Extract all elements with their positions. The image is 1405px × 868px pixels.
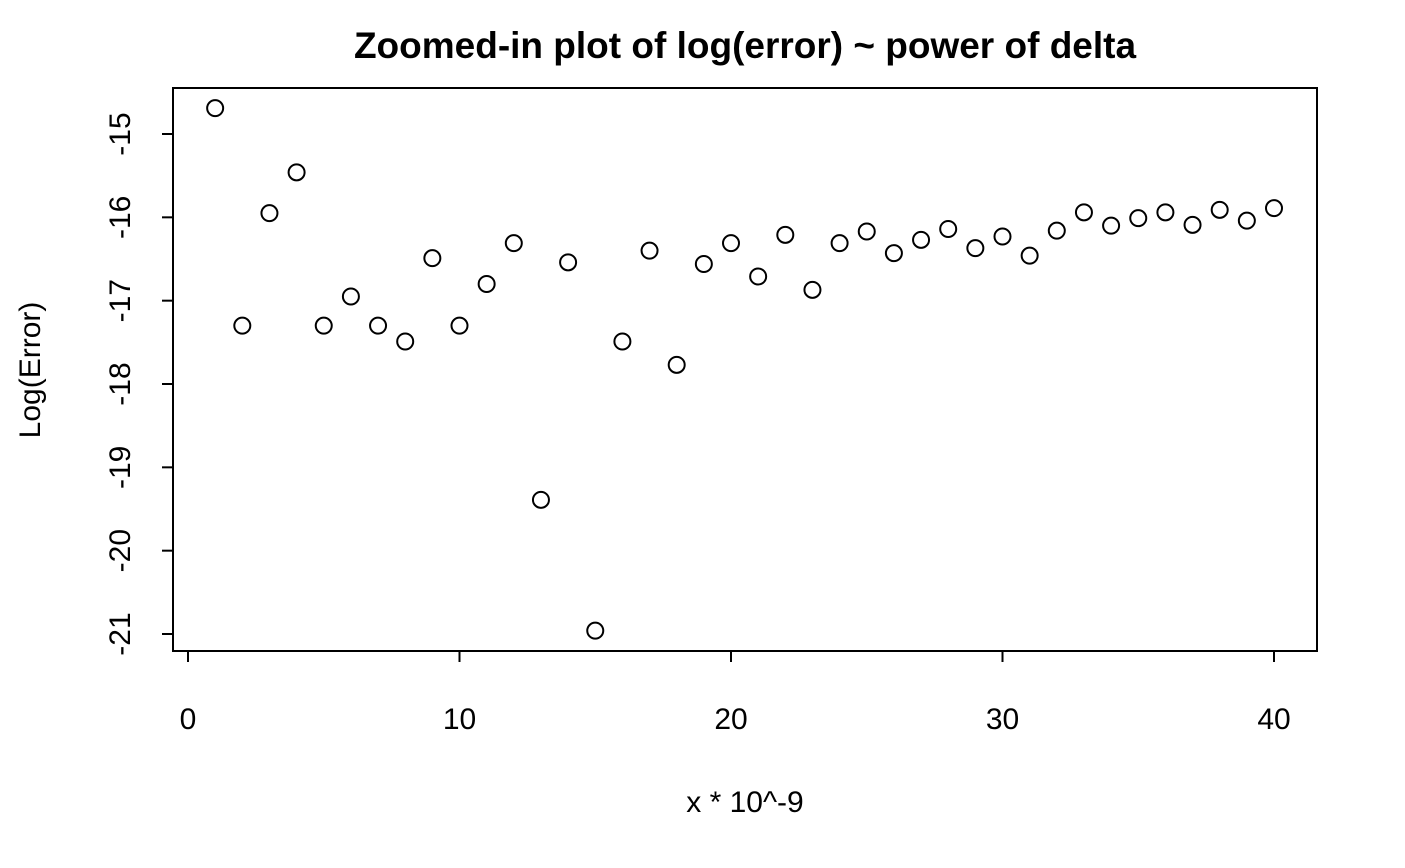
x-tick-label: 0 — [180, 703, 197, 736]
y-tick-label: -21 — [104, 612, 137, 655]
data-point — [1183, 215, 1202, 234]
y-tick-label: -15 — [104, 112, 137, 155]
data-point — [803, 280, 822, 299]
data-point — [1265, 199, 1283, 218]
data-point — [314, 316, 333, 335]
data-point — [396, 332, 415, 351]
data-point — [1047, 221, 1066, 240]
data-point — [830, 234, 849, 253]
data-point — [477, 275, 496, 293]
data-point — [884, 244, 903, 263]
data-point — [640, 241, 659, 260]
data-point — [586, 621, 605, 640]
x-axis-label: x * 10^-9 — [686, 786, 803, 819]
data-point — [504, 234, 523, 253]
data-point — [1237, 211, 1256, 230]
data-points — [206, 99, 1283, 640]
y-tick-label: -17 — [104, 279, 137, 322]
y-tick-label: -19 — [104, 446, 137, 489]
data-point — [776, 225, 795, 244]
data-point — [1102, 216, 1121, 235]
data-point — [1020, 246, 1039, 265]
data-point — [857, 222, 876, 241]
data-point — [531, 490, 550, 509]
data-point — [613, 332, 632, 351]
data-point — [369, 316, 388, 335]
data-point — [966, 239, 985, 258]
data-point — [423, 249, 442, 268]
data-point — [233, 316, 252, 335]
y-axis: -15 -16 -17 -18 -19 -20 -21 — [104, 112, 174, 656]
data-point — [667, 355, 686, 374]
data-point — [1210, 200, 1229, 219]
y-tick-label: -18 — [104, 362, 137, 405]
data-point — [450, 316, 469, 335]
plot-frame — [172, 87, 1318, 652]
x-tick-label: 40 — [1257, 703, 1290, 736]
data-point — [260, 204, 279, 223]
data-point — [694, 255, 713, 273]
y-axis-label: Log(Error) — [14, 302, 47, 439]
data-point — [749, 267, 768, 286]
x-tick-label: 10 — [443, 703, 476, 736]
chart-title: Zoomed-in plot of log(error) ~ power of … — [354, 25, 1137, 66]
data-point — [559, 253, 578, 272]
data-point — [206, 99, 225, 118]
data-point — [912, 230, 931, 249]
x-tick-label: 30 — [986, 703, 1019, 736]
data-point — [993, 227, 1012, 246]
data-point — [722, 234, 740, 253]
data-point — [341, 287, 360, 306]
x-tick-label: 20 — [714, 703, 747, 736]
data-point — [1074, 203, 1093, 222]
x-axis: 0 10 20 30 40 — [180, 650, 1291, 736]
y-tick-label: -16 — [104, 196, 137, 239]
data-point — [939, 220, 958, 238]
y-tick-label: -20 — [104, 529, 137, 572]
data-point — [287, 163, 306, 182]
data-point — [1129, 209, 1148, 228]
data-point — [1156, 203, 1175, 222]
